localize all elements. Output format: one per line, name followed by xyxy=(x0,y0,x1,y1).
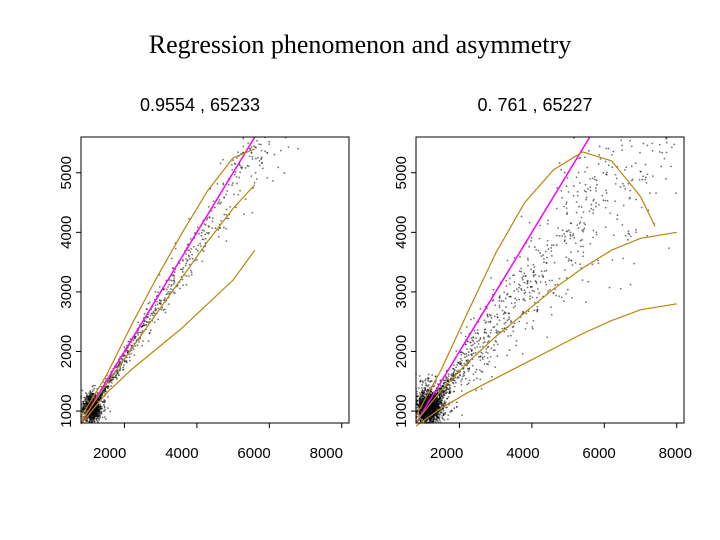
xaxis-tick-label: 6000 xyxy=(237,445,270,462)
xaxis-tick-label: 8000 xyxy=(310,445,343,462)
scatter-plot-left: 1000 2000 3000 4000 5000 xyxy=(45,131,355,441)
svg-text:3000: 3000 xyxy=(393,275,410,308)
panel-left-xaxis: 2000 4000 6000 8000 xyxy=(93,445,343,462)
page-title: Regression phenomenon and asymmetry xyxy=(0,30,720,60)
panel-left-title: 0.9554 , 65233 xyxy=(45,95,355,116)
svg-text:4000: 4000 xyxy=(393,216,410,249)
xaxis-tick-label: 2000 xyxy=(93,445,126,462)
svg-text:2000: 2000 xyxy=(58,335,75,368)
svg-text:2000: 2000 xyxy=(393,335,410,368)
panel-left-plot: 1000 2000 3000 4000 5000 xyxy=(45,131,355,441)
svg-text:5000: 5000 xyxy=(393,156,410,189)
panel-right-xaxis: 2000 4000 6000 8000 xyxy=(430,445,692,462)
svg-text:5000: 5000 xyxy=(58,156,75,189)
svg-text:3000: 3000 xyxy=(58,275,75,308)
xaxis-tick-label: 6000 xyxy=(582,445,615,462)
svg-text:4000: 4000 xyxy=(58,216,75,249)
panel-right-plot: 1000 2000 3000 4000 5000 xyxy=(380,131,690,441)
scatter-plot-right: 1000 2000 3000 4000 5000 xyxy=(380,131,690,441)
xaxis-tick-label: 2000 xyxy=(430,445,463,462)
svg-text:1000: 1000 xyxy=(58,394,75,427)
panel-right-title: 0. 761 , 65227 xyxy=(380,95,690,116)
xaxis-tick-label: 8000 xyxy=(659,445,692,462)
slide: Regression phenomenon and asymmetry 0.95… xyxy=(0,0,720,540)
xaxis-tick-label: 4000 xyxy=(506,445,539,462)
svg-text:1000: 1000 xyxy=(393,394,410,427)
xaxis-tick-label: 4000 xyxy=(165,445,198,462)
